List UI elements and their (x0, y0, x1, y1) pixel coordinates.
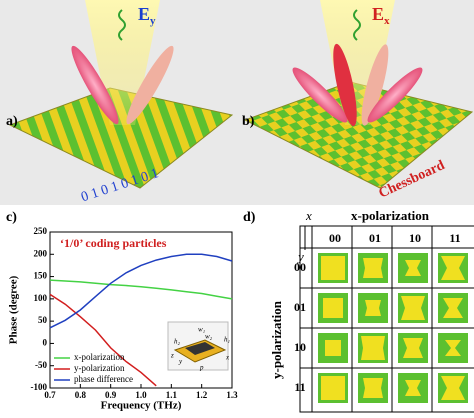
cell-pattern (403, 338, 423, 358)
axis-letter: x (305, 208, 312, 223)
x-tick-label: 1.1 (166, 390, 178, 400)
x-tick-label: 1.3 (226, 390, 238, 400)
lobe (367, 67, 423, 123)
lobe (333, 43, 357, 127)
lobe (71, 45, 119, 125)
cell-pattern (405, 380, 421, 396)
field-subscript: x (384, 15, 390, 27)
cell-pattern (321, 376, 345, 400)
field-label: Ey (138, 4, 156, 26)
inset-patch (185, 342, 215, 355)
wave (353, 9, 361, 41)
panel-c: c) -100 -50 0 50 100 150 200 250 0.7 0.8 0.9 1.0 1.1… (6, 210, 238, 411)
inset-label: h₁ (224, 336, 230, 344)
matrix-frame (299, 225, 474, 413)
row-header: 00 (294, 260, 306, 274)
cell-pattern (441, 256, 465, 280)
column-header: 10 (409, 231, 421, 245)
row-header: 11 (294, 380, 305, 394)
y-axis-label: Phase (degree) (8, 275, 20, 344)
x-axis-label: Frequency (THz) (101, 400, 182, 412)
inset (167, 321, 229, 371)
series-line (49, 253, 233, 329)
panel-d: d) x y x-polarization y-polarization 00 0… (243, 208, 474, 413)
inset-label: z (170, 352, 174, 360)
cell-pattern (445, 340, 461, 356)
cell-pattern (443, 298, 463, 318)
y-tick-label: -50 (35, 360, 47, 370)
axis-arrows (304, 225, 330, 250)
column-header: 01 (369, 231, 381, 245)
field: E (372, 4, 384, 24)
field-label: Ex (372, 4, 390, 26)
y-tick-label: 100 (34, 293, 48, 303)
inset-label: x (225, 354, 230, 362)
column-header: 11 (449, 231, 460, 245)
lobe (292, 67, 348, 123)
cell-pattern (363, 258, 383, 278)
row-title: y-polarization (269, 300, 284, 379)
panel-label: a) (6, 114, 18, 129)
lobe (361, 44, 389, 126)
legend-label: phase difference (74, 374, 133, 384)
y-tick-label: 250 (34, 226, 48, 236)
inset-label: w₁ (198, 326, 205, 334)
row-header: 10 (294, 340, 306, 354)
row-header: 01 (294, 300, 306, 314)
chart-title: ‘1/0’ coding particles (60, 236, 167, 250)
panel-label: d) (243, 210, 256, 225)
wave (118, 9, 126, 41)
series-line (49, 293, 157, 387)
inset-label: h₂ (174, 338, 181, 346)
cell-pattern (323, 298, 343, 318)
x-tick-label: 0.9 (105, 390, 117, 400)
striped-board (8, 87, 234, 189)
series-line (49, 279, 233, 300)
x-tick-label: 0.8 (75, 390, 87, 400)
cell-pattern (365, 300, 381, 316)
lobe (126, 45, 174, 125)
field: E (138, 4, 150, 24)
legend-label: x-polarization (74, 352, 125, 362)
y-tick-label: 50 (38, 315, 48, 325)
column-title: x-polarization (351, 208, 430, 223)
x-tick-label: 0.7 (44, 390, 56, 400)
inset-label: p (199, 364, 204, 372)
x-tick-label: 1.0 (135, 390, 147, 400)
cell-pattern (321, 256, 345, 280)
cell-pattern (325, 340, 341, 356)
cell-pattern (363, 378, 383, 398)
cell-pattern (361, 336, 385, 360)
cell-pattern (401, 296, 425, 320)
cell-pattern (441, 376, 465, 400)
cell-pattern (405, 260, 421, 276)
inset-label: y (178, 358, 183, 366)
inset-label: w₂ (205, 333, 213, 341)
legend-label: y-polarization (74, 363, 125, 373)
y-tick-label: 200 (34, 248, 48, 258)
y-tick-label: -100 (31, 382, 48, 392)
y-tick-label: 0 (43, 337, 48, 347)
panel-label: c) (6, 210, 17, 225)
panel-label: b) (242, 114, 255, 129)
field-subscript: y (150, 15, 156, 27)
y-tick-label: 150 (34, 271, 48, 281)
column-header: 00 (329, 231, 341, 245)
x-tick-label: 1.2 (196, 390, 208, 400)
